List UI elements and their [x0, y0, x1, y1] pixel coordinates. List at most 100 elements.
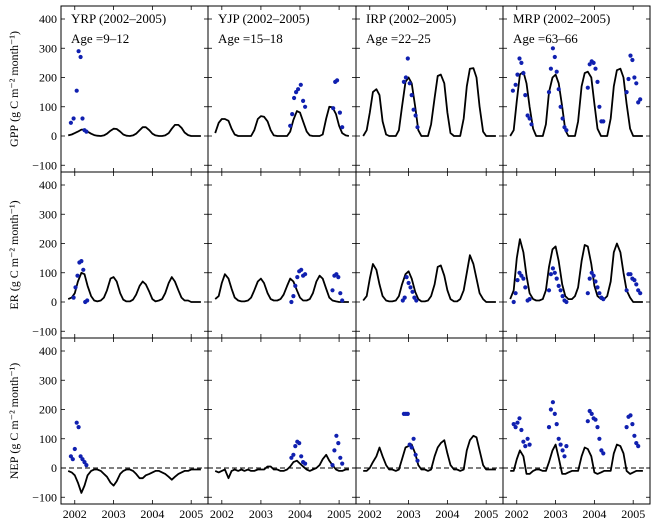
obs-point [636, 100, 641, 105]
y-tick-label: 200 [39, 403, 57, 417]
model-line [362, 67, 496, 137]
obs-point [81, 267, 86, 272]
panel-grid: YRP (2002–2005) Age =9–12 YJP (2002–2005) A… [60, 5, 651, 505]
obs-point [513, 82, 518, 87]
obs-point [334, 433, 339, 438]
obs-point [293, 444, 298, 449]
obs-point [519, 60, 524, 65]
x-tick-label: 2005 [327, 507, 351, 521]
x-tick-label: 2002 [505, 507, 529, 521]
obs-point [593, 279, 598, 284]
obs-point [405, 411, 410, 416]
site-label: YJP (2002–2005) [218, 11, 310, 26]
y-tick-label: −100 [32, 158, 57, 172]
obs-point [626, 76, 631, 82]
obs-point [84, 129, 89, 134]
obs-point [517, 56, 522, 61]
obs-point [291, 452, 296, 457]
obs-point [297, 441, 302, 446]
obs-point [80, 116, 85, 121]
x-tick-label: 2005 [621, 507, 645, 521]
obs-point [401, 79, 406, 84]
obs-point [337, 110, 342, 115]
obs-point [403, 75, 408, 80]
obs-point [338, 291, 343, 296]
x-tick-label: 2003 [102, 507, 126, 521]
obs-point [564, 128, 569, 133]
obs-point [564, 299, 569, 305]
obs-point [411, 436, 416, 441]
obs-point [340, 461, 345, 466]
y-tick-label: 300 [39, 207, 57, 221]
panel-gpp-2: IRP (2002–2005) Age =22–25 [355, 5, 504, 173]
y-tick-label: 0 [51, 295, 57, 309]
obs-point [413, 452, 418, 457]
obs-point [630, 57, 635, 63]
obs-point [552, 411, 557, 416]
age-label: Age =15–18 [218, 31, 283, 46]
y-tick-label: 100 [39, 266, 57, 280]
obs-point [585, 85, 590, 90]
age-label: Age =22–25 [366, 31, 431, 46]
obs-point [527, 442, 532, 447]
obs-point [593, 66, 598, 71]
obs-point [634, 441, 639, 446]
obs-point [295, 275, 300, 280]
model-line [362, 254, 496, 303]
obs-point [332, 448, 337, 453]
obs-point [517, 416, 522, 421]
obs-point [556, 87, 561, 92]
panel-nep-0 [60, 337, 209, 505]
obs-point [591, 273, 596, 278]
obs-point [550, 266, 556, 271]
obs-point [527, 297, 532, 302]
obs-point [601, 297, 606, 302]
x-tick-label: 2003 [397, 507, 421, 521]
obs-point [76, 425, 81, 430]
obs-point [527, 116, 532, 121]
obs-point [515, 420, 520, 425]
panel-gpp-1: YJP (2002–2005) Age =15–18 [207, 5, 357, 173]
obs-point [630, 422, 635, 427]
obs-point [85, 298, 90, 303]
panel-frame [355, 171, 504, 339]
obs-point [340, 298, 345, 303]
obs-point [632, 278, 637, 283]
site-label: IRP (2002–2005) [366, 11, 456, 26]
obs-point [82, 460, 87, 465]
obs-point [519, 427, 524, 433]
row-variable: NEP [7, 456, 21, 479]
obs-point [410, 289, 415, 294]
obs-point [76, 49, 81, 54]
obs-point [413, 113, 418, 118]
x-tick-labels: 2002 2003 2004 2005 2002 2003 2004 2005 2002 2003… [63, 507, 645, 521]
obs-point [301, 98, 306, 103]
obs-point [585, 291, 590, 296]
obs-point [558, 104, 563, 109]
obs-point [293, 283, 298, 288]
model-line [214, 453, 349, 480]
x-tick-label: 2004 [288, 507, 312, 521]
obs-point [554, 276, 559, 281]
row-variable: GPP [7, 125, 21, 147]
x-tick-label: 2004 [435, 507, 459, 521]
row-ylabel: GPP (g C m⁻² month⁻¹) [7, 31, 21, 147]
obs-point [70, 457, 75, 462]
model-line [67, 468, 201, 494]
obs-point [550, 46, 556, 51]
obs-point [564, 444, 569, 449]
obs-point [338, 455, 343, 460]
panel-er-2 [355, 171, 504, 339]
panel-frame [60, 337, 209, 505]
obs-point [554, 69, 559, 74]
y-tick-label: 200 [39, 237, 57, 251]
obs-point [73, 285, 78, 290]
obs-point [404, 275, 409, 280]
y-tick-label: 100 [39, 432, 57, 446]
obs-point [521, 439, 526, 444]
y-tick-label: 300 [39, 373, 57, 387]
site-label: MRP (2002–2005) [513, 11, 610, 26]
obs-point [75, 273, 80, 278]
obs-point [562, 454, 567, 459]
